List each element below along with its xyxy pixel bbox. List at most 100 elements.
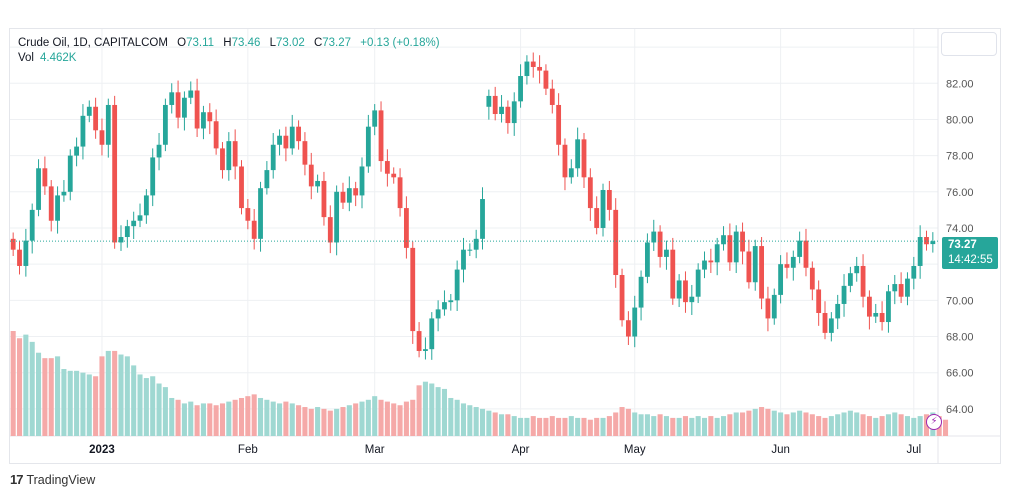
chart-frame[interactable]	[9, 28, 1001, 464]
candle-body	[461, 249, 466, 270]
volume-bar	[727, 414, 733, 436]
volume-bar	[42, 358, 48, 436]
volume-bar	[105, 350, 111, 436]
volume-bar	[873, 417, 879, 436]
volume-bar	[365, 399, 371, 436]
candle-body	[416, 331, 422, 351]
open-value: 73.11	[186, 37, 215, 49]
volume-bar	[36, 352, 42, 436]
symbol-line[interactable]: Crude Oil, 1D, CAPITALCOM	[18, 37, 168, 49]
volume-bar	[543, 417, 549, 436]
volume-bar	[23, 334, 29, 436]
candle-body	[182, 97, 187, 118]
candle-body	[518, 76, 523, 102]
candle-body	[860, 265, 866, 297]
volume-bar	[613, 412, 619, 436]
candle-body	[372, 110, 378, 127]
volume-bar	[112, 350, 118, 436]
candle-body	[429, 318, 435, 350]
volume-bar	[213, 405, 219, 436]
candle-body	[784, 264, 790, 268]
scale-settings-button[interactable]	[941, 32, 997, 56]
candle-body	[48, 186, 54, 221]
candle-body	[924, 237, 929, 245]
volume-bar	[321, 408, 327, 436]
candle-body	[143, 195, 149, 216]
candle-body	[651, 231, 657, 243]
candle-body	[568, 168, 574, 178]
candle-body	[879, 312, 885, 323]
volume-bar	[866, 416, 872, 436]
y-tick-label: 70.00	[946, 295, 974, 307]
brand-name: TradingView	[26, 473, 96, 487]
volume-label[interactable]: Vol	[18, 52, 34, 64]
volume-bar	[530, 416, 536, 436]
brand-footer[interactable]: 17 TradingView	[10, 472, 95, 487]
candle-body	[898, 284, 904, 297]
candle-body	[359, 166, 365, 196]
volume-bar	[441, 388, 447, 436]
candle-body	[232, 141, 238, 167]
candle-body	[423, 349, 428, 351]
volume-bar	[118, 354, 124, 436]
volume-bar	[296, 405, 302, 436]
volume-bar	[391, 403, 397, 436]
volume-bar	[898, 414, 904, 436]
candle-body	[645, 242, 650, 277]
candle-body	[397, 177, 403, 209]
volume-bar	[99, 356, 105, 436]
volume-bar	[765, 408, 771, 436]
candle-body	[790, 256, 796, 268]
volume-bar	[219, 403, 226, 436]
candle-body	[676, 280, 682, 299]
candle-body	[346, 188, 352, 203]
candle-body	[505, 106, 511, 124]
volume-bar	[460, 403, 467, 436]
candle-body	[632, 307, 638, 337]
symbol-legend: Crude Oil, 1D, CAPITALCOM O73.11 H73.46 …	[18, 35, 440, 52]
volume-bar	[809, 414, 815, 436]
y-tick-label: 76.00	[946, 187, 974, 199]
candle-body	[803, 240, 809, 268]
volume-bar	[847, 410, 853, 436]
volume-bar	[600, 417, 606, 436]
last-price: 73.27	[948, 239, 977, 251]
volume-bar	[701, 417, 708, 436]
open-label: O	[177, 37, 187, 49]
volume-bar	[188, 401, 194, 436]
candle-body	[702, 260, 707, 270]
candle-body	[239, 166, 244, 209]
candle-body	[733, 231, 739, 263]
volume-bar	[48, 358, 54, 436]
x-tick-label: Jul	[906, 444, 921, 456]
lightning-icon[interactable]: ⚡	[926, 414, 942, 430]
volume-bar	[340, 407, 346, 436]
candle-body	[169, 92, 175, 105]
volume-bar	[663, 416, 669, 436]
candle-body	[752, 246, 758, 283]
volume-bar	[524, 417, 530, 436]
volume-bar	[315, 407, 321, 436]
volume-bar	[784, 414, 790, 436]
volume-bar	[264, 399, 270, 436]
candle-body	[854, 265, 860, 274]
candle-body	[29, 209, 35, 241]
candle-body	[797, 240, 803, 257]
volume-bar	[562, 417, 568, 436]
volume-bar	[86, 374, 92, 436]
tradingview-logo-icon: 17	[10, 472, 24, 487]
volume-bar	[124, 356, 130, 436]
candle-body	[721, 235, 726, 245]
candle-body	[353, 188, 359, 196]
close-label: C	[313, 37, 323, 49]
volume-bar	[169, 397, 175, 436]
volume-bar	[733, 412, 739, 436]
volume-bar	[803, 412, 809, 436]
volume-bar	[137, 374, 143, 436]
y-tick-label: 78.00	[946, 151, 974, 163]
bar-countdown: 14:42:55	[948, 254, 993, 266]
candle-body	[549, 88, 555, 105]
volume-bar	[942, 419, 949, 436]
x-tick-label: Mar	[365, 444, 385, 456]
